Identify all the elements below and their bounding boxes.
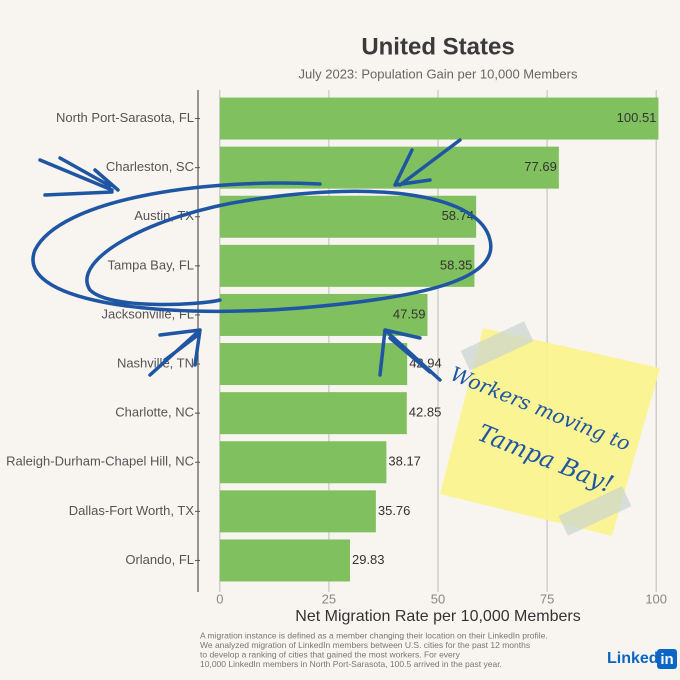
y-tick-label: Tampa Bay, FL [108,257,194,272]
bar [219,343,408,386]
arrow [38,156,120,197]
ellipse [31,181,493,314]
arrow [393,138,462,187]
y-tick-label: Nashville, TN [117,355,194,370]
scribbles [31,138,493,382]
chart-subtitle: July 2023: Population Gain per 10,000 Me… [299,66,578,81]
logo: Linked in [607,649,677,669]
bar [219,195,477,238]
bar [219,490,376,533]
y-tick-label: Charleston, SC [106,159,194,174]
tape [460,321,534,371]
footnote: A migration instance is defined as a mem… [200,630,548,669]
y-tick-label: Orlando, FL [125,552,194,567]
arrow [148,328,202,377]
bar [219,539,350,582]
footnote-line: We analyzed migration of LinkedIn member… [200,640,530,650]
bar [219,97,659,140]
value-label: 58.74 [442,208,475,223]
bar [219,392,407,435]
value-label: 47.59 [393,306,426,321]
footnote-line: to develop a ranking of cities that gain… [200,649,461,659]
value-label: 100.51 [617,110,657,125]
bar [219,244,475,287]
bar [219,441,387,484]
footnote-line: 10,000 LinkedIn members in North Port-Sa… [200,659,502,669]
chart-title: United States [361,33,514,60]
x-axis-label: Net Migration Rate per 10,000 Members [295,608,580,625]
arrow [378,328,442,382]
logo-box [657,649,677,669]
plot-area: 0 25 50 75 100 North Port-Sarasota, FL 100.51 C… [6,90,667,606]
sticky-note: Workers moving to Tampa Bay! [440,321,660,536]
footnote-line: A migration instance is defined as a mem… [200,630,548,640]
x-tick-label: 75 [540,591,554,606]
logo-text: Linked [607,650,659,667]
value-label: 58.35 [440,257,473,272]
y-tick-label: Dallas-Fort Worth, TX [69,503,195,518]
x-tick-label: 50 [431,591,445,606]
value-label: 35.76 [378,503,411,518]
x-tick-label: 100 [645,591,667,606]
x-tick-label: 25 [322,591,336,606]
bar [219,293,428,336]
note-paper [440,328,660,536]
tape [558,486,632,536]
value-label: 77.69 [524,159,557,174]
logo-in: in [660,651,673,668]
y-tick-label: Austin, TX [134,208,194,223]
y-tick-label: Charlotte, NC [115,405,194,420]
value-label: 42.85 [409,405,442,420]
y-tick-label: Raleigh-Durham-Chapel Hill, NC [6,454,194,469]
x-tick-label: 0 [216,591,223,606]
value-label: 29.83 [352,552,385,567]
value-label: 38.17 [388,454,421,469]
y-tick-label: North Port-Sarasota, FL [56,110,194,125]
